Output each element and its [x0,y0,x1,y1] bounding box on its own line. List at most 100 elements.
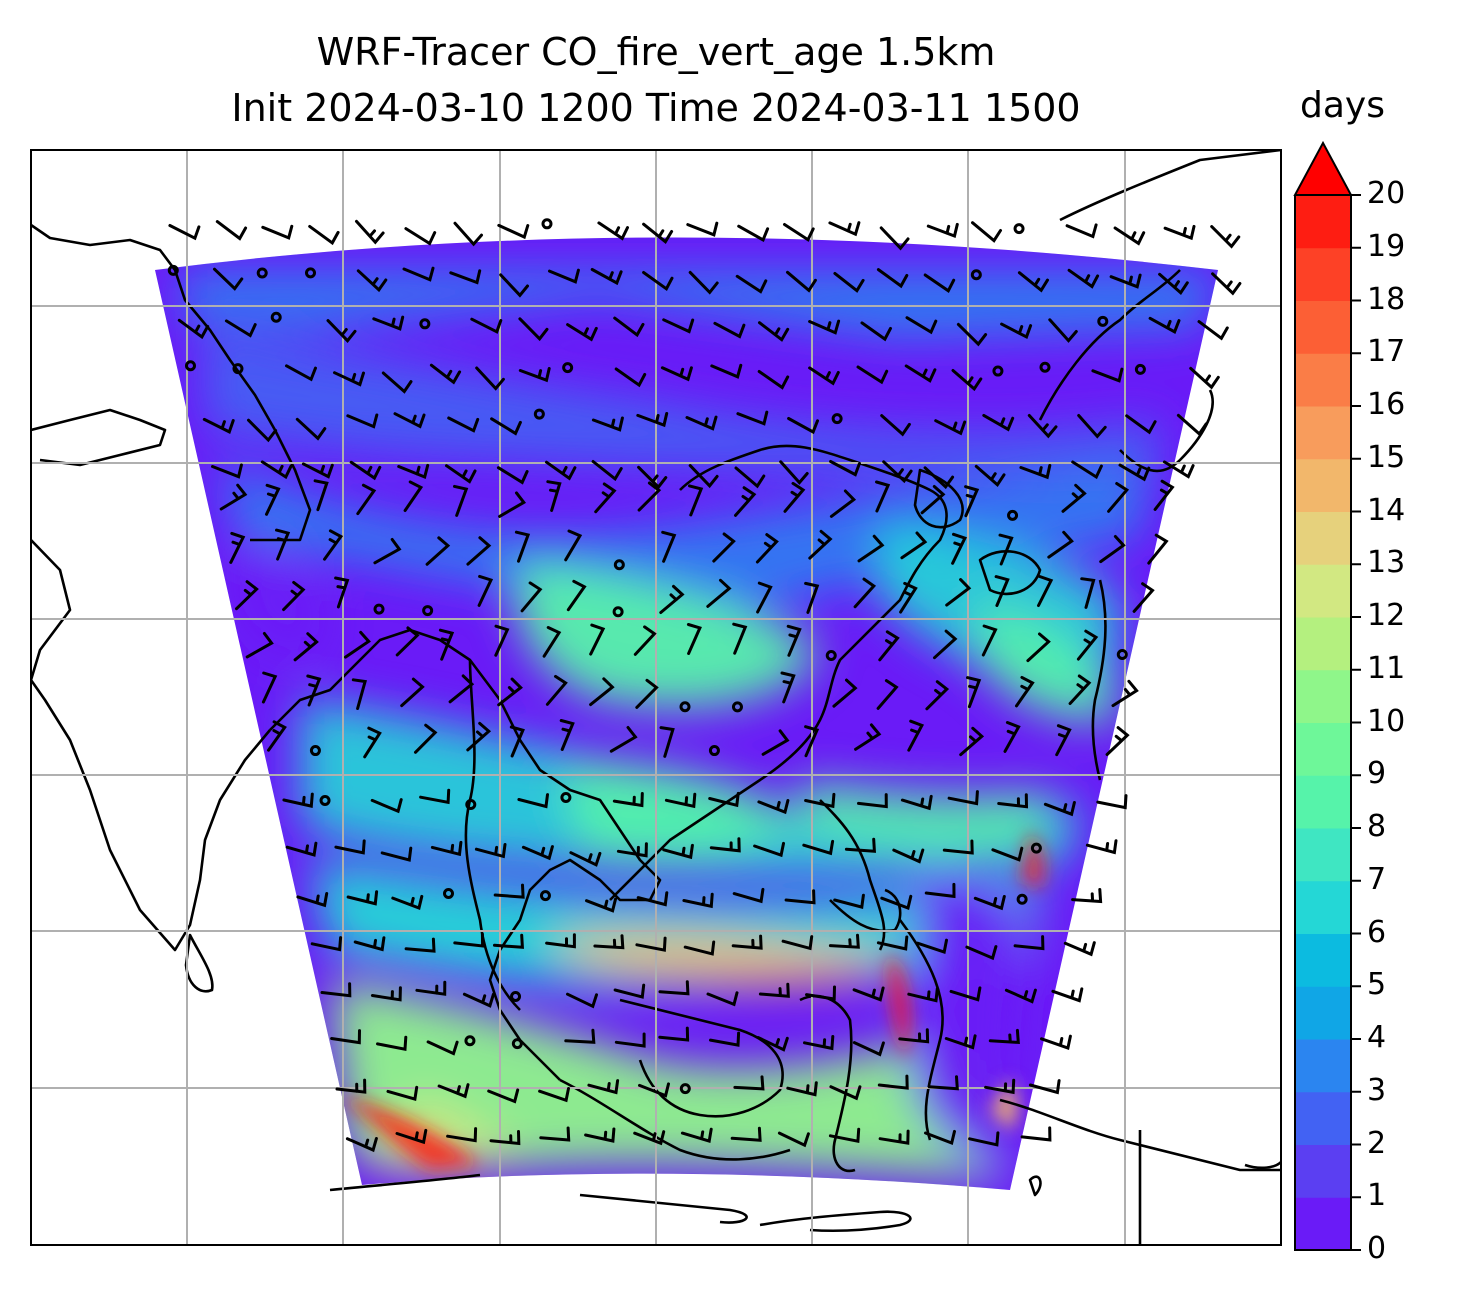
wind-barb [403,480,424,512]
wind-barb [517,793,549,809]
gridlines [31,150,1281,1245]
wind-barb [1077,414,1107,439]
wind-barb [712,532,736,563]
wind-barb [1162,460,1195,479]
wind-barb [709,837,741,853]
colorbar-tick-label: 3 [1367,1072,1387,1108]
wind-barb [783,481,806,513]
wind-barb [659,584,685,614]
calm-wind-marker [1039,361,1051,373]
wind-barb [637,481,662,512]
wind-barb [430,840,463,857]
colorbar-segment [1295,1039,1351,1093]
wind-barb [688,484,704,517]
wind-barb [780,671,796,704]
wind-barb [878,630,900,662]
wind-barb [802,839,835,856]
wind-barb [635,936,667,952]
calm-wind-marker [232,363,244,375]
wind-barb [660,366,693,382]
calm-wind-marker [825,650,837,662]
wind-barb [1153,479,1175,511]
wind-barb [211,463,243,479]
wind-barb [757,370,790,390]
wind-barb [566,992,598,1009]
wind-barb [927,1075,959,1091]
wind-barb [474,843,507,859]
wind-barb [1061,483,1087,513]
wind-barb [168,224,201,241]
wind-barb [907,719,925,752]
calm-wind-marker [167,264,179,276]
wind-barb [925,680,950,711]
wind-barb [372,315,405,331]
calm-wind-marker [831,413,843,425]
wind-barb [786,624,802,657]
calm-wind-marker [309,745,321,757]
wind-barb [453,484,469,517]
wind-barb [559,719,575,751]
wind-barb [569,851,602,867]
wind-barb [285,841,318,857]
wind-barb [852,1041,885,1057]
wind-barb [1147,533,1169,565]
wind-barb [829,489,857,518]
calm-wind-marker [1030,842,1042,854]
wind-barb [633,1130,666,1146]
wind-barb [487,1088,520,1104]
wind-barb [356,483,377,516]
colorbar-tick-label: 5 [1367,967,1387,1003]
wind-barb [585,897,617,913]
wind-barb [566,579,587,612]
wind-barb [1015,675,1035,708]
wind-barb [215,220,248,241]
wind-barb [609,726,638,753]
colorbar-tick-label: 12 [1367,598,1406,633]
wind-barb [363,726,382,759]
wind-barb [477,574,494,607]
wind-barb [282,580,306,612]
wind-barb [449,269,482,285]
colorbar-segment [1295,669,1351,723]
colorbar-segment [1295,617,1351,671]
wind-barb [466,721,492,752]
wind-barb [857,793,888,809]
wind-barb [854,723,882,751]
wind-barb [664,792,697,809]
calm-wind-marker [465,798,477,810]
wind-barb [1047,530,1074,559]
wind-barb [828,221,861,237]
wind-barb [597,221,629,241]
colorbar-tick-label: 17 [1367,334,1406,370]
colorbar-tick-label: 13 [1367,545,1406,581]
wind-barb [1071,888,1103,904]
wind-barb [370,986,402,1002]
wind-barb [326,319,357,343]
wind-barb [400,677,425,708]
wind-barb [224,319,257,338]
calm-wind-marker [373,603,385,615]
wind-barb [923,466,955,490]
colorbar-segment [1295,458,1351,512]
calm-wind-marker [533,408,545,420]
colorbar-tick-label: 16 [1367,387,1406,422]
wind-barb [682,892,714,909]
wind-barb [539,1126,571,1142]
wind-barb [753,841,785,858]
wind-barb [448,674,475,704]
wind-barb [589,677,615,707]
wind-barb [907,987,939,1003]
wind-barb [612,792,644,808]
colorbar-segment [1295,1091,1351,1145]
colorbar-segment [1295,353,1351,407]
wind-barb [934,419,967,436]
colorbar-segment [1295,933,1351,987]
wind-barb [247,418,278,443]
wind-barb [370,798,403,814]
wind-barb [438,628,455,661]
wind-barb [466,536,492,566]
wind-barb [761,729,790,756]
wind-barb [564,529,583,562]
wind-barb [437,1083,470,1099]
wind-barb [499,273,529,298]
